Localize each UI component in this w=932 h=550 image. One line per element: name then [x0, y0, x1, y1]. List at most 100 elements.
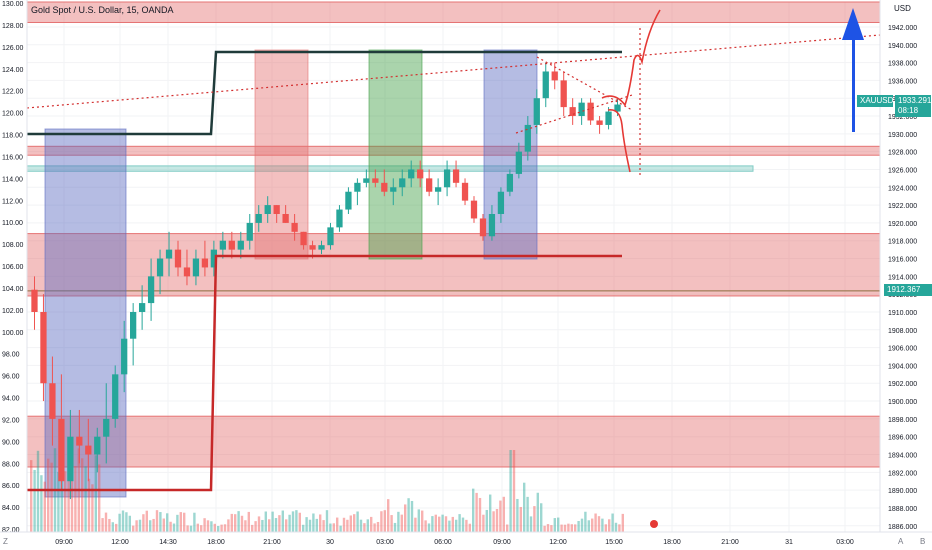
- volume-bar: [91, 484, 94, 532]
- volume-bar: [47, 458, 50, 532]
- volume-bar: [121, 510, 125, 532]
- auto-label[interactable]: A: [898, 537, 904, 546]
- volume-bar: [567, 523, 570, 532]
- volume-bar: [176, 514, 179, 532]
- volume-bar: [172, 523, 176, 532]
- volume-bar: [152, 518, 155, 532]
- candle-body: [426, 178, 433, 192]
- left-tick-label: 84.00: [2, 505, 20, 512]
- candle-body: [381, 182, 388, 192]
- triangle-upper-line: [536, 56, 633, 111]
- volume-bar: [536, 492, 539, 532]
- candle-body: [165, 249, 173, 259]
- level-tag-price: 1912.367: [884, 284, 932, 296]
- volume-bar: [240, 515, 244, 532]
- candle-body: [569, 107, 576, 117]
- volume-bar: [499, 500, 502, 532]
- volume-bar: [183, 512, 186, 532]
- volume-bar: [478, 497, 482, 532]
- log-label[interactable]: B: [920, 537, 926, 546]
- volume-bar: [465, 519, 468, 532]
- volume-bar: [227, 519, 230, 532]
- left-tick-label: 106.00: [2, 264, 24, 271]
- candle-body: [345, 191, 352, 210]
- volume-bar: [74, 466, 77, 532]
- time-tick-label: 14:30: [159, 539, 177, 546]
- candle-body: [237, 240, 244, 250]
- volume-bar: [98, 464, 101, 532]
- volume-bar: [349, 515, 352, 532]
- candle-body: [273, 205, 280, 214]
- candle-body: [434, 187, 442, 192]
- volume-bar: [553, 518, 556, 532]
- volume-bar: [529, 516, 533, 532]
- volume-bar: [472, 488, 475, 532]
- volume-bar: [108, 518, 111, 532]
- volume-bar: [81, 458, 84, 532]
- candle-body: [147, 276, 155, 304]
- volume-bar: [291, 511, 295, 532]
- volume-bar: [427, 523, 431, 532]
- time-tick-label: 09:00: [55, 539, 73, 546]
- candle-body: [67, 436, 74, 482]
- left-tick-label: 98.00: [2, 352, 20, 359]
- volume-bar: [186, 525, 189, 532]
- volume-bar: [281, 510, 284, 532]
- candle-body: [85, 445, 92, 455]
- volume-bar: [203, 518, 206, 532]
- zoom-label[interactable]: Z: [3, 537, 8, 546]
- volume-bar: [329, 523, 332, 532]
- volume-bar: [376, 521, 380, 532]
- volume-bar: [145, 510, 148, 532]
- candle-body: [417, 169, 424, 179]
- time-tick-label: 06:00: [434, 539, 452, 546]
- price-tag-symbol: XAUUSD: [857, 95, 893, 107]
- volume-bar: [325, 510, 329, 532]
- volume-bar: [580, 518, 584, 532]
- time-tick-label: 15:00: [605, 539, 623, 546]
- volume-bar: [200, 525, 203, 532]
- candle-body: [300, 231, 307, 246]
- left-tick-label: 90.00: [2, 439, 20, 446]
- volume-bar: [342, 517, 346, 532]
- volume-bar: [159, 512, 162, 532]
- volume-bar: [458, 514, 461, 532]
- volume-bar: [50, 462, 53, 532]
- volume-bar: [543, 525, 546, 532]
- grid: [27, 2, 880, 532]
- volume-bar: [213, 523, 216, 532]
- right-tick-label: 1892.000: [888, 470, 917, 477]
- volume-bar: [482, 514, 485, 532]
- price-zone: [26, 415, 881, 468]
- left-tick-label: 128.00: [2, 23, 24, 30]
- volume-bar: [179, 512, 182, 532]
- left-tick-label: 108.00: [2, 242, 24, 249]
- zones: [26, 1, 881, 468]
- volume-bar: [166, 513, 169, 532]
- price-tag-timer: 08:18: [895, 105, 931, 117]
- candle-body: [210, 249, 218, 268]
- candle-body: [372, 178, 379, 183]
- time-tick-label: 18:00: [207, 539, 225, 546]
- candle-body: [551, 71, 558, 81]
- volume-bar: [540, 503, 543, 532]
- right-tick-label: 1896.000: [888, 435, 917, 442]
- volume-bar: [220, 524, 223, 532]
- volume-bar: [618, 524, 621, 532]
- volume-bar: [390, 515, 393, 532]
- candle-body: [192, 258, 200, 277]
- volume-bar: [557, 517, 560, 532]
- volume-bar: [210, 521, 213, 532]
- left-tick-label: 114.00: [2, 176, 23, 183]
- volume-bar: [574, 524, 577, 532]
- candle-body: [112, 374, 119, 419]
- candle-body: [327, 227, 334, 246]
- projection-down-path: [607, 108, 631, 173]
- left-tick-label: 130.00: [2, 1, 24, 8]
- right-tick-label: 1928.000: [888, 150, 917, 157]
- candle-body: [130, 311, 137, 339]
- volume-bar: [261, 519, 264, 532]
- candle-body: [201, 258, 209, 268]
- candle-body: [488, 214, 496, 237]
